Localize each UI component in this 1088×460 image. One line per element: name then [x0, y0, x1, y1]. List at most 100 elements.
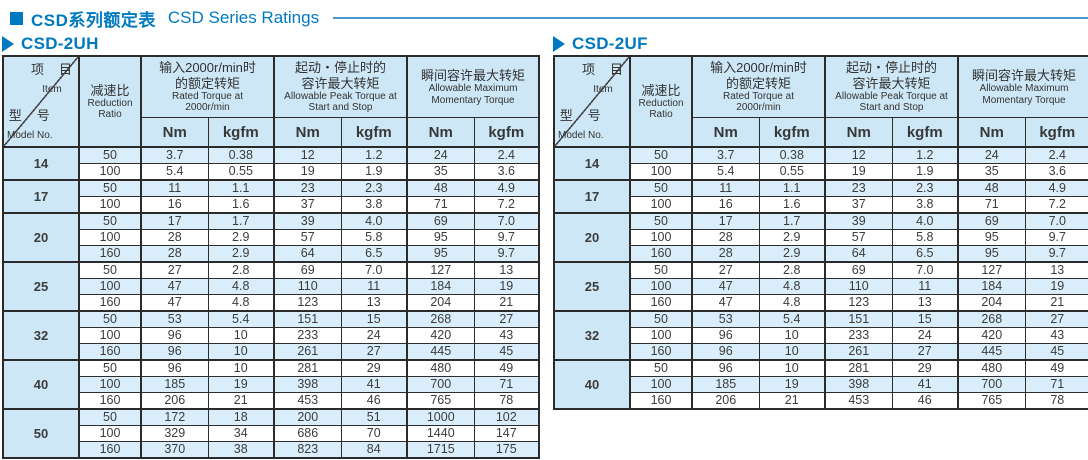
title-rule-line: [333, 17, 1088, 19]
table-block-csd-2uf: CSD-2UF 项 目 Item 型 号 Model No. 减速比 Reduction R…: [553, 32, 1088, 410]
value-cell: 151: [824, 310, 893, 328]
value-cell: 233: [824, 327, 893, 344]
table-title: CSD-2UF: [553, 32, 1086, 55]
value-cell: 445: [957, 343, 1026, 361]
value-cell: 69: [957, 212, 1026, 230]
value-cell: 1.1: [207, 179, 275, 197]
value-cell: 0.38: [207, 146, 275, 164]
ratio-value-cell: 100: [629, 163, 693, 181]
value-cell: 13: [891, 294, 959, 312]
table-row: 40 50 96 10 281 29 480 49: [2, 359, 540, 410]
value-cell: 7.0: [1024, 212, 1088, 230]
group-header-cell: 瞬间容许最大转矩 Allowable Maximum Momentary Torqu…: [406, 55, 540, 118]
value-cell: 1.2: [891, 146, 959, 164]
ratio-value-cell: 100: [78, 229, 142, 246]
value-cell: 4.8: [207, 278, 275, 295]
value-cell: 27: [891, 343, 959, 361]
ratio-value-cell: 160: [78, 392, 142, 410]
value-cell: 69: [406, 212, 475, 230]
value-cell: 700: [406, 376, 475, 393]
value-cell: 19: [473, 278, 540, 295]
value-cell: 16: [140, 196, 209, 214]
value-cell: 5.4: [140, 163, 209, 181]
value-cell: 11: [891, 278, 959, 295]
model-cell: 32: [2, 310, 80, 361]
value-cell: 57: [824, 229, 893, 246]
ratio-value-cell: 160: [78, 294, 142, 312]
unit-header-row: Nm kgfm Nm kgfm Nm kgfm: [554, 117, 1088, 148]
item-label-zh: 项 目: [30, 62, 73, 77]
value-cell: 3.8: [340, 196, 408, 214]
value-cell: 4.8: [758, 294, 826, 312]
value-cell: 49: [1024, 359, 1088, 377]
value-cell: 13: [1024, 261, 1088, 279]
value-cell: 9.7: [1024, 229, 1088, 246]
ratio-value-cell: 50: [629, 179, 693, 197]
value-cell: 2.9: [758, 245, 826, 263]
item-label: 项 目 Item: [582, 61, 624, 97]
value-cell: 4.8: [758, 278, 826, 295]
value-cell: 185: [140, 376, 209, 393]
value-cell: 64: [273, 245, 342, 263]
value-cell: 0.38: [758, 146, 826, 164]
ratio-value-cell: 100: [629, 229, 693, 246]
value-cell: 480: [957, 359, 1026, 377]
value-cell: 7.2: [473, 196, 540, 214]
group-label-en: Rated Torque at: [723, 91, 794, 103]
value-cell: 64: [824, 245, 893, 263]
value-cell: 53: [140, 310, 209, 328]
value-cell: 43: [473, 327, 540, 344]
unit-header-cell: kgfm: [340, 117, 408, 148]
value-cell: 24: [340, 327, 408, 344]
value-cell: 10: [758, 343, 826, 361]
table-row: 100 5.4 0.55 19 1.9 35 3.6: [3, 163, 540, 181]
value-cell: 4.9: [1024, 179, 1088, 197]
group-label-en: Allowable Maximum: [428, 83, 518, 95]
unit-header-cell: kgfm: [758, 117, 826, 148]
unit-header-cell: kgfm: [1024, 117, 1088, 148]
value-cell: 21: [473, 294, 540, 312]
value-cell: 18: [207, 408, 275, 426]
value-cell: 70: [340, 425, 408, 442]
group-header-cell: 瞬间容许最大转矩 Allowable Maximum Momentary Torqu…: [957, 55, 1088, 118]
value-cell: 10: [207, 327, 275, 344]
value-cell: 2.8: [758, 261, 826, 279]
table-row: 160 47 4.8 123 13 204 21: [554, 294, 1088, 312]
value-cell: 23: [824, 179, 893, 197]
value-cell: 19: [758, 376, 826, 393]
value-cell: 370: [140, 441, 209, 459]
group-header-cell: 起动・停止时的 容许最大转矩 Allowable Peak Torque at Sta…: [823, 55, 959, 118]
value-cell: 96: [140, 343, 209, 361]
value-cell: 1440: [406, 425, 475, 442]
value-cell: 95: [406, 229, 475, 246]
table-row: 100 5.4 0.55 19 1.9 35 3.6: [554, 163, 1088, 181]
value-cell: 9.7: [473, 245, 540, 263]
value-cell: 21: [207, 392, 275, 410]
value-cell: 15: [340, 310, 408, 328]
model-label-en: Model No.: [7, 130, 53, 141]
ratio-value-cell: 100: [78, 196, 142, 214]
item-model-header-cell: 项 目 Item 型 号 Model No.: [553, 55, 631, 148]
value-cell: 48: [406, 179, 475, 197]
value-cell: 3.7: [140, 146, 209, 164]
ratio-value-cell: 100: [78, 376, 142, 393]
value-cell: 445: [406, 343, 475, 361]
value-cell: 0.55: [207, 163, 275, 181]
triangle-bullet-icon: [553, 35, 565, 52]
ratio-value-cell: 50: [78, 310, 142, 328]
table-title-text: CSD-2UF: [572, 33, 648, 53]
group-label-zh: 容许最大转矩: [301, 75, 380, 91]
ratings-table-csd-2uf: 项 目 Item 型 号 Model No. 减速比 Reduction Ratio 输入20…: [553, 55, 1088, 410]
table-row: 100 96 10 233 24 420 43: [554, 327, 1088, 344]
value-cell: 151: [273, 310, 342, 328]
value-cell: 47: [140, 294, 209, 312]
value-cell: 19: [824, 163, 893, 181]
ratio-value-cell: 100: [78, 163, 142, 181]
value-cell: 281: [824, 359, 893, 377]
table-row: 100 329 34 686 70 1440 147: [3, 425, 540, 442]
value-cell: 3.7: [691, 146, 760, 164]
value-cell: 37: [273, 196, 342, 214]
value-cell: 49: [473, 359, 540, 377]
ratio-value-cell: 50: [78, 179, 142, 197]
value-cell: 2.3: [891, 179, 959, 197]
